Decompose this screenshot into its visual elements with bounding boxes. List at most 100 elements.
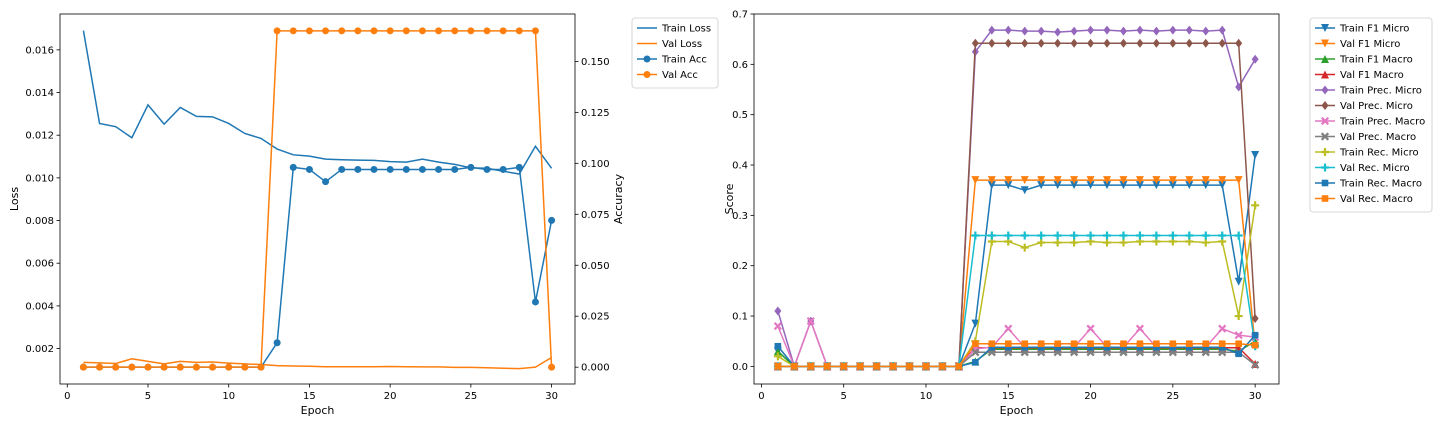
val-acc-point: [499, 27, 507, 35]
x-tick-label: 30: [545, 391, 558, 402]
legend-label: Train Prec. Micro: [1339, 86, 1422, 97]
val-rec-micro-point: [1037, 231, 1046, 240]
train-acc-point: [386, 165, 394, 173]
val-prec-micro-point: [1251, 314, 1259, 324]
legend-label: Val F1 Micro: [1340, 39, 1400, 50]
train-prec-micro-point: [1087, 25, 1095, 35]
val-acc-point: [96, 363, 104, 371]
val-rec-macro-point: [840, 363, 847, 370]
val-acc-point: [418, 27, 426, 35]
val-acc-point: [241, 363, 249, 371]
val-f1-micro-point: [1053, 176, 1062, 185]
train-prec-micro-point: [774, 306, 782, 316]
train-prec-micro-point: [1152, 26, 1160, 36]
train-rec-micro-point: [1103, 238, 1112, 247]
train-f1-macro-point: [773, 347, 782, 356]
val-rec-macro-point: [906, 363, 913, 370]
val-rec-macro-point: [807, 363, 815, 370]
train-f1-micro-point: [1119, 181, 1128, 190]
val-prec-micro-point: [1103, 38, 1111, 48]
val-rec-macro-point: [1235, 340, 1242, 348]
val-f1-micro-point: [1004, 176, 1013, 185]
x-tick-label: 10: [222, 391, 235, 402]
train-prec-macro-point: [1004, 324, 1013, 333]
legend-swatch-marker: [1321, 85, 1329, 95]
train-f1-micro-point: [1168, 181, 1177, 190]
train-rec-macro-point: [1186, 343, 1193, 351]
train-rec-macro-point: [1153, 343, 1160, 351]
val-rec-macro-point: [939, 363, 946, 370]
train-prec-micro-line: [777, 29, 1256, 369]
val-f1-micro-point: [1234, 176, 1243, 185]
legend-swatch-marker: [1321, 55, 1329, 63]
legend-label: Train Acc: [661, 55, 707, 66]
val-f1-micro-point: [1135, 176, 1144, 185]
train-acc-point: [370, 165, 378, 173]
val-acc-point: [483, 27, 491, 35]
train-rec-macro-point: [1169, 343, 1177, 351]
legend-swatch-marker: [1321, 24, 1329, 32]
val-rec-micro-point: [1218, 231, 1227, 240]
val-rec-macro-point: [922, 363, 930, 370]
legend-label: Val Rec. Macro: [1340, 194, 1413, 205]
train-prec-micro-point: [1021, 26, 1029, 36]
val-rec-micro-point: [1135, 231, 1144, 240]
train-prec-micro-point: [1054, 27, 1062, 37]
val-prec-macro-line: [777, 351, 1256, 368]
legend-frame: [631, 17, 719, 89]
train-rec-macro-line: [777, 334, 1256, 368]
y2-tick-label: 0.025: [581, 312, 610, 323]
val-prec-micro-point: [1054, 38, 1062, 48]
val-acc-point: [515, 27, 523, 35]
x-tick-label: 30: [1249, 391, 1262, 402]
train-f1-micro-point: [1053, 181, 1062, 190]
legend-label: Train F1 Micro: [1339, 24, 1409, 35]
train-f1-micro-point: [1185, 181, 1194, 190]
val-f1-micro-point: [1168, 176, 1177, 185]
train-acc-point: [354, 165, 362, 173]
train-rec-macro-point: [1004, 343, 1012, 351]
train-f1-micro-point: [1201, 181, 1210, 190]
train-f1-micro-point: [1103, 181, 1112, 190]
val-prec-micro-point: [988, 38, 996, 48]
y2-tick-label: 0.075: [581, 210, 610, 221]
val-acc-point: [192, 363, 200, 371]
val-loss-line: [83, 356, 552, 370]
val-prec-micro-point: [1021, 38, 1029, 48]
val-acc-point: [338, 27, 346, 35]
train-acc-point: [451, 165, 459, 173]
train-rec-micro-point: [1201, 238, 1210, 247]
train-acc-point: [435, 165, 443, 173]
legend-label: Val Prec. Macro: [1340, 132, 1416, 143]
val-f1-micro-point: [1070, 176, 1079, 185]
val-acc-point: [289, 27, 297, 35]
val-f1-micro-point: [1037, 176, 1046, 185]
val-prec-micro-point: [1218, 38, 1226, 48]
train-prec-micro-point: [988, 25, 996, 35]
y-tick-label: 0.016: [25, 45, 54, 56]
y2-tick-label: 0.050: [581, 261, 610, 272]
y-tick-label: 0.010: [25, 173, 54, 184]
val-rec-micro-point: [1070, 231, 1079, 240]
val-acc-point: [128, 363, 136, 371]
train-f1-micro-point: [1135, 181, 1144, 190]
val-acc-point: [257, 363, 265, 371]
train-acc-point: [338, 165, 346, 173]
loss-accuracy-chart: 0 5 10 15 20 25 30 0.002 0.004 0.006 0.008 0.010 0.0…: [8, 13, 719, 417]
train-rec-micro-line: [777, 205, 1256, 368]
val-rec-macro-point: [1251, 341, 1259, 349]
val-prec-micro-line: [777, 42, 1256, 368]
train-rec-micro-point: [1053, 238, 1062, 247]
val-f1-micro-point: [1119, 176, 1128, 185]
x-tick-label: 15: [1002, 391, 1015, 402]
y-tick-label: 0.012: [25, 131, 54, 142]
val-rec-macro-point: [1054, 340, 1061, 348]
val-rec-macro-point: [1021, 340, 1029, 348]
train-f1-micro-point: [1020, 186, 1029, 195]
right-plot-area: [773, 25, 1260, 371]
y-tick-label: 0.008: [25, 216, 54, 227]
train-prec-macro-point: [773, 322, 782, 331]
val-prec-micro-point: [1136, 38, 1144, 48]
val-rec-macro-point: [1004, 340, 1012, 348]
